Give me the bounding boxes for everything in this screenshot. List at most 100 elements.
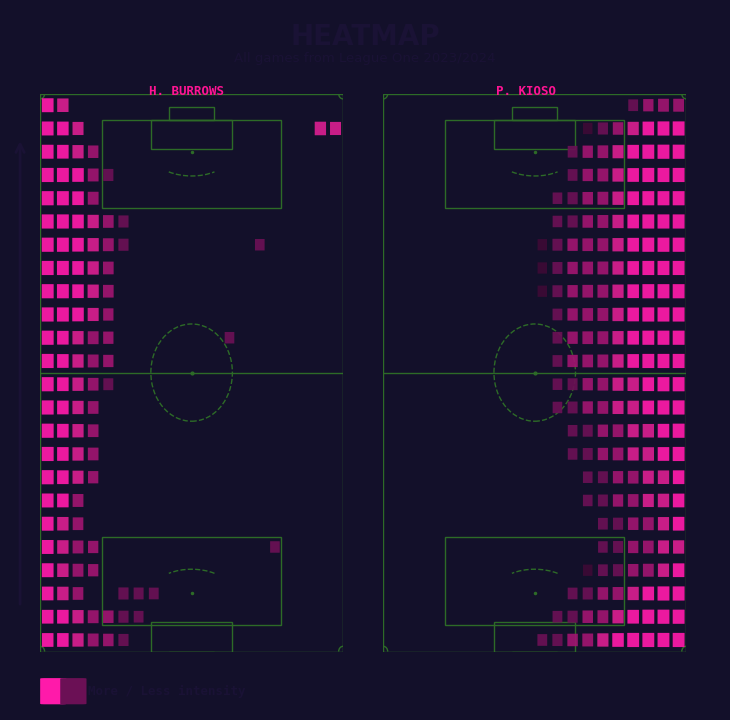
- FancyBboxPatch shape: [567, 355, 577, 367]
- FancyBboxPatch shape: [537, 634, 548, 646]
- FancyBboxPatch shape: [57, 168, 69, 182]
- Bar: [494, 622, 575, 652]
- FancyBboxPatch shape: [553, 355, 562, 366]
- FancyBboxPatch shape: [658, 145, 669, 159]
- FancyBboxPatch shape: [568, 402, 577, 413]
- FancyBboxPatch shape: [612, 308, 623, 321]
- FancyBboxPatch shape: [658, 191, 669, 205]
- FancyBboxPatch shape: [583, 355, 593, 367]
- FancyBboxPatch shape: [72, 145, 84, 158]
- FancyBboxPatch shape: [658, 307, 669, 322]
- FancyBboxPatch shape: [568, 169, 577, 181]
- FancyBboxPatch shape: [42, 307, 54, 322]
- FancyBboxPatch shape: [60, 678, 87, 704]
- Text: HEATMAP: HEATMAP: [291, 23, 439, 51]
- FancyBboxPatch shape: [642, 145, 654, 159]
- Bar: [445, 120, 624, 208]
- FancyBboxPatch shape: [598, 472, 608, 483]
- FancyBboxPatch shape: [658, 238, 669, 252]
- Text: More / Less intensity: More / Less intensity: [88, 685, 245, 698]
- FancyBboxPatch shape: [672, 330, 685, 345]
- FancyBboxPatch shape: [628, 564, 639, 577]
- FancyBboxPatch shape: [643, 494, 654, 507]
- FancyBboxPatch shape: [118, 215, 128, 228]
- FancyBboxPatch shape: [658, 400, 669, 415]
- FancyBboxPatch shape: [628, 494, 639, 507]
- FancyBboxPatch shape: [72, 377, 84, 391]
- FancyBboxPatch shape: [42, 168, 54, 182]
- FancyBboxPatch shape: [553, 239, 562, 251]
- FancyBboxPatch shape: [118, 238, 128, 251]
- FancyBboxPatch shape: [57, 215, 69, 228]
- FancyBboxPatch shape: [658, 610, 669, 624]
- FancyBboxPatch shape: [583, 588, 593, 600]
- FancyBboxPatch shape: [553, 192, 562, 204]
- FancyBboxPatch shape: [583, 448, 593, 460]
- FancyBboxPatch shape: [613, 541, 623, 553]
- FancyBboxPatch shape: [57, 610, 69, 624]
- FancyBboxPatch shape: [642, 587, 654, 600]
- FancyBboxPatch shape: [42, 354, 54, 368]
- FancyBboxPatch shape: [642, 122, 654, 135]
- FancyBboxPatch shape: [57, 470, 69, 484]
- FancyBboxPatch shape: [88, 145, 99, 158]
- FancyBboxPatch shape: [57, 424, 69, 438]
- FancyBboxPatch shape: [598, 564, 608, 576]
- FancyBboxPatch shape: [658, 284, 669, 298]
- FancyBboxPatch shape: [42, 330, 54, 345]
- FancyBboxPatch shape: [627, 215, 639, 228]
- FancyBboxPatch shape: [42, 261, 54, 275]
- FancyBboxPatch shape: [613, 495, 623, 507]
- FancyBboxPatch shape: [103, 332, 113, 344]
- FancyBboxPatch shape: [658, 470, 669, 484]
- FancyBboxPatch shape: [57, 331, 69, 345]
- FancyBboxPatch shape: [642, 330, 654, 345]
- FancyBboxPatch shape: [537, 262, 547, 274]
- FancyBboxPatch shape: [628, 541, 638, 553]
- FancyBboxPatch shape: [57, 377, 69, 391]
- FancyBboxPatch shape: [42, 633, 53, 647]
- FancyBboxPatch shape: [583, 401, 593, 413]
- FancyBboxPatch shape: [627, 331, 639, 345]
- FancyBboxPatch shape: [628, 424, 639, 437]
- FancyBboxPatch shape: [643, 99, 653, 112]
- FancyBboxPatch shape: [598, 588, 608, 600]
- FancyBboxPatch shape: [42, 517, 53, 531]
- FancyBboxPatch shape: [103, 285, 114, 297]
- FancyBboxPatch shape: [72, 354, 84, 368]
- FancyBboxPatch shape: [627, 284, 639, 298]
- FancyBboxPatch shape: [658, 564, 669, 577]
- FancyBboxPatch shape: [612, 587, 623, 600]
- FancyBboxPatch shape: [88, 168, 99, 181]
- FancyBboxPatch shape: [568, 146, 577, 158]
- FancyBboxPatch shape: [597, 354, 608, 367]
- FancyBboxPatch shape: [612, 122, 623, 135]
- FancyBboxPatch shape: [598, 518, 608, 530]
- FancyBboxPatch shape: [118, 611, 128, 623]
- FancyBboxPatch shape: [598, 448, 608, 460]
- FancyBboxPatch shape: [72, 215, 84, 228]
- Bar: [494, 120, 575, 149]
- FancyBboxPatch shape: [583, 145, 593, 158]
- Bar: [151, 120, 232, 149]
- FancyBboxPatch shape: [583, 564, 593, 576]
- FancyBboxPatch shape: [57, 517, 69, 531]
- FancyBboxPatch shape: [72, 634, 84, 647]
- FancyBboxPatch shape: [88, 308, 99, 321]
- FancyBboxPatch shape: [597, 192, 608, 204]
- FancyBboxPatch shape: [118, 634, 128, 646]
- FancyBboxPatch shape: [88, 284, 99, 298]
- FancyBboxPatch shape: [72, 307, 84, 321]
- FancyBboxPatch shape: [568, 378, 577, 390]
- Bar: [512, 652, 557, 665]
- FancyBboxPatch shape: [673, 470, 685, 484]
- FancyBboxPatch shape: [553, 332, 562, 343]
- FancyBboxPatch shape: [658, 494, 669, 508]
- FancyBboxPatch shape: [88, 331, 99, 344]
- FancyBboxPatch shape: [643, 471, 654, 484]
- FancyBboxPatch shape: [42, 284, 54, 298]
- FancyBboxPatch shape: [42, 238, 54, 252]
- Bar: [102, 537, 281, 625]
- FancyBboxPatch shape: [567, 215, 577, 228]
- FancyBboxPatch shape: [658, 447, 669, 461]
